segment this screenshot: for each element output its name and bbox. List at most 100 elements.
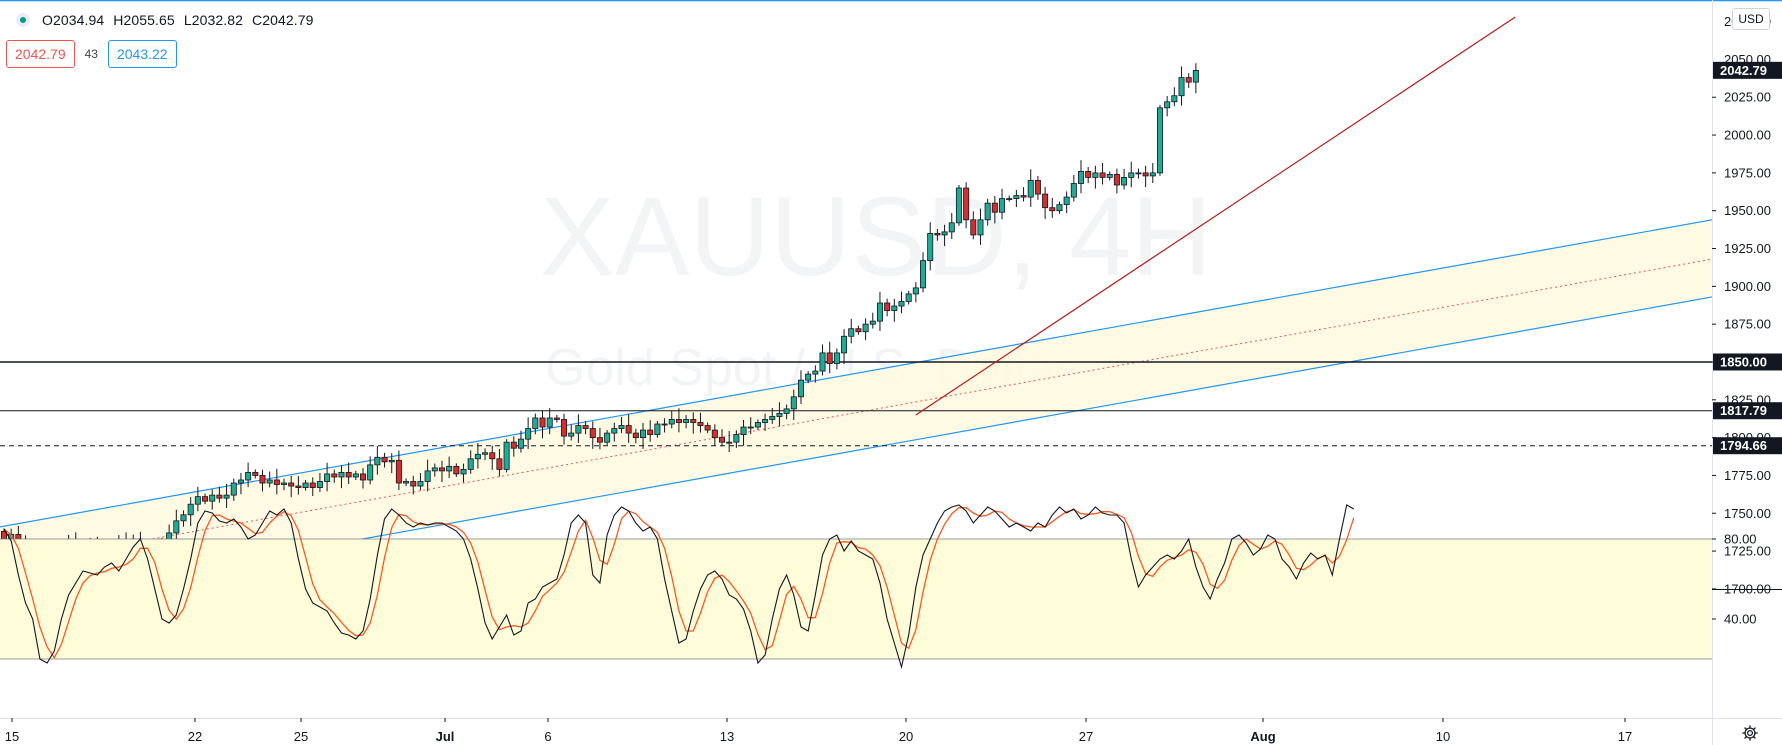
candle-body [424, 470, 431, 482]
candle-body [539, 417, 546, 428]
candle-body [1034, 180, 1041, 195]
level-label-2: 1794.66 [1720, 438, 1767, 453]
candle-body [245, 472, 252, 481]
candle-body [252, 472, 259, 476]
candle-body [309, 482, 316, 488]
candle-body [625, 425, 632, 434]
candle-body [654, 423, 661, 436]
time-tick-label: 27 [1079, 729, 1093, 744]
candle-body [855, 328, 862, 333]
candle-body [1013, 195, 1020, 200]
time-tick-label: 10 [1436, 729, 1450, 744]
trade-buttons: 2042.79 43 2043.22 [6, 40, 177, 68]
candle-body [1142, 172, 1149, 177]
candle-body [941, 231, 948, 236]
level-label-0: 1850.00 [1720, 354, 1767, 369]
candle-body [934, 232, 941, 236]
candle-body [747, 426, 754, 429]
candle-body [187, 503, 194, 516]
candle-body [324, 473, 331, 482]
stoch-k-line [3, 504, 1355, 670]
candle-body [776, 413, 783, 417]
candle-body [1149, 172, 1156, 177]
watermark-symbol: XAUUSD, 4H [540, 174, 1212, 299]
candle-body [345, 472, 352, 478]
candle-body [489, 452, 496, 460]
time-tick-label: Jul [436, 729, 455, 744]
candle-body [1171, 95, 1178, 103]
sell-button[interactable]: 2042.79 [6, 40, 75, 68]
candle-body [675, 419, 682, 423]
candle-body [438, 467, 445, 472]
candle-body [740, 426, 747, 436]
candle-body [769, 416, 776, 420]
candle-body [1185, 77, 1192, 83]
candle-body [984, 202, 991, 221]
candle-body [711, 429, 718, 439]
time-tick-label: 13 [720, 729, 734, 744]
candle-body [963, 187, 970, 221]
candle-body [367, 464, 374, 481]
candle-body [446, 465, 453, 472]
candle-body [805, 373, 812, 381]
candle-body [697, 422, 704, 426]
candles [0, 63, 1199, 592]
candle-body [568, 432, 575, 437]
low-value: L2032.82 [183, 12, 244, 28]
candle-body [1070, 183, 1077, 198]
candle-body [604, 432, 611, 443]
candle-body [1049, 207, 1056, 212]
candle-body [733, 434, 740, 443]
candle-body [331, 473, 338, 478]
candle-body [503, 441, 510, 470]
candle-body [977, 219, 984, 236]
candle-body [266, 479, 273, 484]
channel-fill [0, 219, 1712, 605]
candle-body [1027, 180, 1034, 198]
gear-icon[interactable] [1741, 724, 1759, 742]
time-tick-label: 15 [5, 729, 19, 744]
time-tick-label: Aug [1250, 729, 1275, 744]
candle-body [884, 302, 891, 311]
candle-body [230, 482, 237, 496]
candle-body [517, 438, 524, 449]
buy-button[interactable]: 2043.22 [107, 40, 177, 68]
candle-body [955, 187, 962, 224]
candle-body [180, 514, 187, 522]
stoch-d-line [3, 507, 1355, 659]
candle-body [467, 458, 474, 470]
candle-body [582, 425, 589, 429]
price-tick-label: 1925.00 [1724, 241, 1771, 256]
candle-body [1042, 193, 1049, 209]
currency-button[interactable]: USD [1732, 8, 1770, 30]
candle-body [905, 293, 912, 302]
candle-body [223, 494, 230, 499]
candle-body [259, 475, 266, 484]
candle-body [1063, 196, 1070, 206]
candle-body [970, 219, 977, 236]
candle-body [848, 328, 855, 337]
current-price-label: 2042.79 [1720, 63, 1767, 78]
green-dot-icon[interactable] [16, 13, 30, 27]
candle-body [668, 419, 675, 425]
candle-body [812, 370, 819, 375]
candle-body [316, 481, 323, 488]
candle-body [525, 428, 532, 440]
candle-body [1156, 107, 1163, 174]
candle-body [395, 459, 402, 484]
channel-upper-line [0, 219, 1713, 528]
candle-body [209, 494, 216, 502]
candle-body [891, 305, 898, 311]
candle-body [783, 408, 790, 414]
candle-body [869, 320, 876, 325]
candle-body [1099, 172, 1106, 178]
open-value: O2034.94 [42, 12, 105, 28]
candle-body [474, 453, 481, 460]
candle-body [1164, 101, 1171, 109]
candle-body [762, 419, 769, 423]
candle-body [460, 468, 467, 475]
candle-body [589, 428, 596, 439]
candle-body [683, 419, 690, 423]
candle-body [797, 379, 804, 398]
